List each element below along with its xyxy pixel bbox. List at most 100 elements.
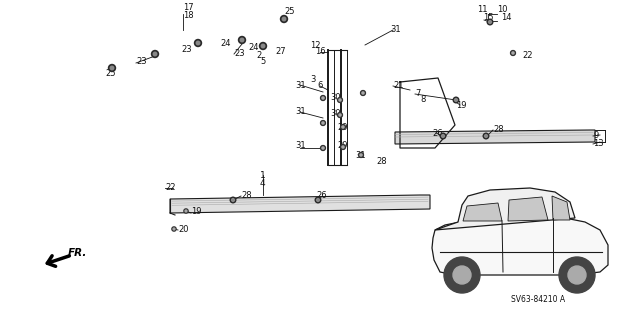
Circle shape bbox=[322, 122, 324, 124]
Circle shape bbox=[317, 199, 319, 201]
Text: 3: 3 bbox=[310, 76, 316, 85]
Circle shape bbox=[315, 197, 321, 203]
Text: 7: 7 bbox=[415, 88, 420, 98]
Text: 8: 8 bbox=[420, 95, 426, 105]
Circle shape bbox=[282, 17, 285, 21]
Text: 11: 11 bbox=[477, 5, 488, 14]
Circle shape bbox=[153, 52, 157, 56]
Polygon shape bbox=[435, 188, 575, 230]
Text: 30: 30 bbox=[330, 93, 340, 101]
Circle shape bbox=[109, 64, 115, 71]
Text: 31: 31 bbox=[295, 108, 306, 116]
Text: 31: 31 bbox=[295, 140, 306, 150]
Text: 31: 31 bbox=[295, 80, 306, 90]
Text: 24: 24 bbox=[248, 42, 259, 51]
Circle shape bbox=[360, 154, 362, 156]
Circle shape bbox=[321, 96, 326, 100]
Text: 30: 30 bbox=[330, 108, 340, 117]
Text: 23: 23 bbox=[136, 57, 147, 66]
Circle shape bbox=[342, 126, 344, 128]
Text: 6: 6 bbox=[317, 81, 323, 91]
Circle shape bbox=[321, 145, 326, 151]
Text: 22: 22 bbox=[522, 50, 532, 60]
Text: 4: 4 bbox=[260, 179, 266, 188]
Text: 31: 31 bbox=[355, 151, 365, 160]
Circle shape bbox=[442, 135, 444, 137]
Polygon shape bbox=[395, 130, 595, 144]
Circle shape bbox=[358, 152, 364, 158]
Circle shape bbox=[342, 146, 344, 148]
Circle shape bbox=[484, 135, 488, 137]
Circle shape bbox=[172, 227, 176, 231]
Text: 9: 9 bbox=[593, 130, 598, 139]
Text: 26: 26 bbox=[316, 191, 326, 201]
Text: 28: 28 bbox=[376, 158, 387, 167]
Circle shape bbox=[360, 91, 365, 95]
Circle shape bbox=[559, 257, 595, 293]
Text: 10: 10 bbox=[497, 5, 508, 14]
Circle shape bbox=[259, 42, 266, 49]
Text: 22: 22 bbox=[165, 183, 175, 192]
Text: 28: 28 bbox=[241, 191, 252, 201]
Circle shape bbox=[339, 99, 341, 101]
Polygon shape bbox=[552, 196, 570, 220]
Text: 21: 21 bbox=[393, 80, 403, 90]
Circle shape bbox=[322, 97, 324, 99]
Circle shape bbox=[196, 41, 200, 45]
Circle shape bbox=[362, 92, 364, 94]
Circle shape bbox=[261, 44, 265, 48]
Circle shape bbox=[488, 21, 492, 23]
Polygon shape bbox=[463, 203, 502, 221]
Circle shape bbox=[195, 40, 202, 47]
Circle shape bbox=[230, 197, 236, 203]
Circle shape bbox=[340, 145, 346, 149]
Text: 31: 31 bbox=[390, 26, 401, 34]
Circle shape bbox=[184, 209, 188, 213]
Text: 5: 5 bbox=[260, 57, 265, 66]
Text: 15: 15 bbox=[483, 13, 493, 23]
Circle shape bbox=[185, 210, 187, 212]
Circle shape bbox=[239, 36, 246, 43]
Circle shape bbox=[440, 133, 446, 139]
Text: 2: 2 bbox=[256, 50, 261, 60]
Circle shape bbox=[454, 99, 458, 101]
Text: 27: 27 bbox=[275, 48, 285, 56]
Text: 1: 1 bbox=[260, 170, 266, 180]
Circle shape bbox=[453, 97, 459, 103]
Circle shape bbox=[110, 66, 114, 70]
Circle shape bbox=[340, 124, 346, 130]
Text: 26: 26 bbox=[432, 129, 443, 137]
Circle shape bbox=[280, 16, 287, 23]
Text: 16: 16 bbox=[315, 48, 326, 56]
Text: FR.: FR. bbox=[68, 248, 88, 258]
Circle shape bbox=[337, 98, 342, 102]
Text: 23: 23 bbox=[181, 46, 191, 55]
Text: 23: 23 bbox=[234, 48, 244, 57]
Circle shape bbox=[173, 228, 175, 230]
Circle shape bbox=[511, 50, 515, 56]
Text: 19: 19 bbox=[456, 100, 467, 109]
Polygon shape bbox=[508, 197, 548, 221]
Text: 29: 29 bbox=[337, 123, 348, 132]
Circle shape bbox=[321, 121, 326, 125]
Circle shape bbox=[339, 114, 341, 116]
Text: 20: 20 bbox=[178, 226, 189, 234]
Circle shape bbox=[568, 266, 586, 284]
Text: 25: 25 bbox=[284, 8, 294, 17]
Text: 13: 13 bbox=[593, 138, 604, 147]
Circle shape bbox=[453, 266, 471, 284]
Text: 12: 12 bbox=[310, 41, 321, 49]
Circle shape bbox=[322, 147, 324, 149]
Circle shape bbox=[337, 113, 342, 117]
Polygon shape bbox=[170, 195, 430, 213]
Text: SV63-84210 A: SV63-84210 A bbox=[511, 295, 565, 305]
Circle shape bbox=[240, 38, 244, 42]
Circle shape bbox=[152, 50, 159, 57]
Text: 24: 24 bbox=[220, 40, 230, 48]
Text: 25: 25 bbox=[105, 70, 115, 78]
Text: 28: 28 bbox=[493, 125, 504, 135]
Circle shape bbox=[444, 257, 480, 293]
Text: 18: 18 bbox=[183, 11, 194, 19]
Text: 17: 17 bbox=[183, 4, 194, 12]
Circle shape bbox=[487, 19, 493, 25]
